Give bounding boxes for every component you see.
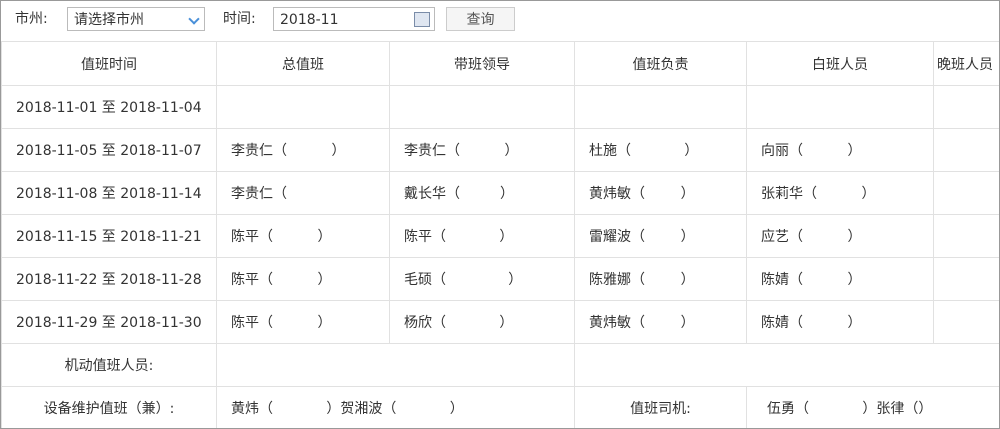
header-cell: 总值班 [216,41,390,86]
staff-cell: 陈平（ ） [216,257,390,301]
row: 2018-11-01 至 2018-11-04 [1,85,999,129]
cell [933,171,999,215]
header-cell: 值班时间 [1,41,217,86]
duty-table: 值班时间 总值班 带班领导 值班负责 白班人员 晚班人员 2018-11-01 … [1,41,999,428]
period-cell: 2018-11-15 至 2018-11-21 [1,214,217,258]
staff-cell: 毛硕（ ） [389,257,575,301]
period-cell: 2018-11-01 至 2018-11-04 [1,85,217,129]
query-button[interactable]: 查询 [446,7,515,31]
time-value: 2018-11 [280,12,339,28]
footer-label: 设备维护值班（兼）: [1,386,217,428]
row: 2018-11-08 至 2018-11-14 李贵仁（ 戴长华（ ）黄炜敏（ ）… [1,171,999,215]
rows: 2018-11-05 至 2018-11-07 李贵仁（ ）李贵仁（ ）杜施（ ）… [1,128,999,344]
row: 2018-11-15 至 2018-11-21 陈平（ ）陈平（ ）雷耀波（ ）应… [1,214,999,258]
footer-row: 机动值班人员: [1,343,999,387]
time-input[interactable]: 2018-11 [273,7,435,31]
header-cell: 值班负责 [574,41,747,86]
maintenance-staff: 黄炜（ ）贺湘波（ ） [216,386,575,428]
city-select-text: 请选择市州 [74,12,144,28]
filter-bar: 市州: 请选择市州 时间: 2018-11 查询 [1,1,999,39]
cell [746,85,934,129]
cell [574,85,747,129]
cell [933,300,999,344]
cell [933,257,999,301]
staff-cell: 陈雅娜（ ） [574,257,747,301]
staff-cell: 李贵仁（ ） [216,128,390,172]
row: 2018-11-22 至 2018-11-28 陈平（ ）毛硕（ ）陈雅娜（ ）陈… [1,257,999,301]
staff-cell: 陈平（ ） [216,214,390,258]
row: 2018-11-29 至 2018-11-30 陈平（ ）杨欣（ ）黄炜敏（ ）陈… [1,300,999,344]
driver-staff: 伍勇（ ）张律（） [746,386,999,428]
cell [574,343,999,387]
staff-cell: 陈婧（ ） [746,300,934,344]
cell [389,85,575,129]
staff-cell: 黄炜敏（ ） [574,171,747,215]
header-row: 值班时间 总值班 带班领导 值班负责 白班人员 晚班人员 [1,41,999,86]
driver-label: 值班司机: [574,386,747,428]
staff-cell: 李贵仁（ ） [389,128,575,172]
header-cell: 白班人员 [746,41,934,86]
footer-row: 设备维护值班（兼）: 黄炜（ ）贺湘波（ ） 值班司机: 伍勇（ ）张律（） [1,386,999,428]
city-label: 市州: [15,11,48,27]
staff-cell: 向丽（ ） [746,128,934,172]
row: 2018-11-05 至 2018-11-07 李贵仁（ ）李贵仁（ ）杜施（ ）… [1,128,999,172]
period-cell: 2018-11-05 至 2018-11-07 [1,128,217,172]
period-cell: 2018-11-29 至 2018-11-30 [1,300,217,344]
staff-cell: 张莉华（ ） [746,171,934,215]
staff-cell: 李贵仁（ [216,171,390,215]
staff-cell: 陈婧（ ） [746,257,934,301]
staff-cell: 应艺（ ） [746,214,934,258]
period-cell: 2018-11-22 至 2018-11-28 [1,257,217,301]
cell [216,343,575,387]
header-cell: 带班领导 [389,41,575,86]
staff-cell: 戴长华（ ） [389,171,575,215]
staff-cell: 黄炜敏（ ） [574,300,747,344]
staff-cell: 杨欣（ ） [389,300,575,344]
footer-label: 机动值班人员: [1,343,217,387]
cell [933,85,999,129]
period-cell: 2018-11-08 至 2018-11-14 [1,171,217,215]
cell [933,214,999,258]
header-cell: 晚班人员 [933,41,999,86]
city-select[interactable]: 请选择市州 [67,7,205,31]
staff-cell: 陈平（ ） [389,214,575,258]
cell [216,85,390,129]
time-label: 时间: [223,11,256,27]
staff-cell: 雷耀波（ ） [574,214,747,258]
staff-cell: 陈平（ ） [216,300,390,344]
table: 值班时间 总值班 带班领导 值班负责 白班人员 晚班人员 2018-11-01 … [1,41,999,428]
cell [933,128,999,172]
staff-cell: 杜施（ ） [574,128,747,172]
